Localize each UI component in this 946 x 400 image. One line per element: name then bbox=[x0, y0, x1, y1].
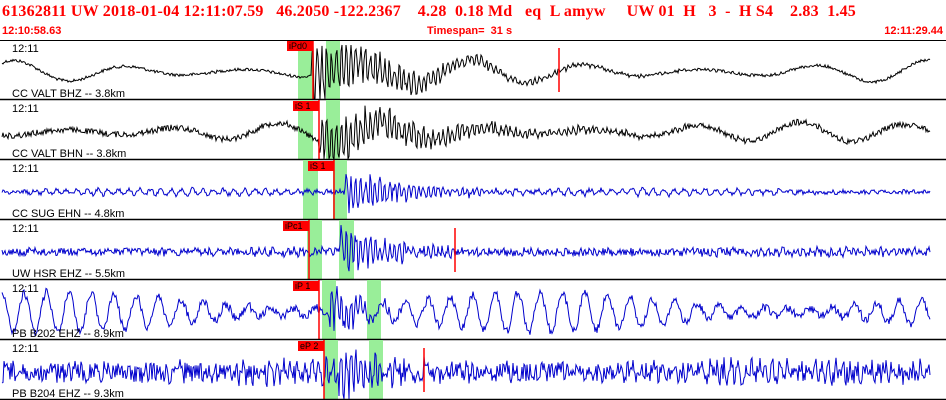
trace-start-time: 12:11 bbox=[12, 223, 39, 235]
pick-label: iS 1 bbox=[295, 101, 311, 111]
pick-flag[interactable] bbox=[283, 221, 309, 231]
pick-label: iPc1 bbox=[285, 221, 303, 231]
waveform-trace bbox=[1, 349, 931, 400]
phase-window-highlight bbox=[298, 40, 313, 100]
station-label: CC SUG EHN -- 4.8km bbox=[12, 208, 124, 220]
station-label: PB B204 EHZ -- 9.3km bbox=[12, 388, 124, 400]
trace-panel[interactable]: iPc1 12:11 UW HSR EHZ -- 5.5km bbox=[0, 220, 946, 281]
event-summary-title: 61362811 UW 2018-01-04 12:11:07.59 46.20… bbox=[2, 3, 856, 20]
station-label: PB B202 EHZ -- 8.9km bbox=[12, 328, 124, 340]
waveform-trace bbox=[1, 44, 931, 100]
trace-start-time: 12:11 bbox=[12, 343, 39, 355]
phase-window-highlight bbox=[322, 280, 336, 340]
station-label: UW HSR EHZ -- 5.5km bbox=[12, 268, 125, 280]
waveform-trace bbox=[1, 286, 931, 337]
waveform-trace bbox=[1, 105, 931, 161]
seismogram-canvas[interactable]: iPd0 12:11 CC VALT BHZ -- 3.8km iS 1 12:11 CC… bbox=[0, 40, 946, 400]
seismogram-panels[interactable]: iPd0 12:11 CC VALT BHZ -- 3.8km iS 1 12:11 CC… bbox=[0, 40, 946, 400]
pick-flag[interactable] bbox=[308, 161, 334, 171]
waveform-trace bbox=[1, 225, 931, 272]
start-time-label: 12:10:58.63 bbox=[2, 25, 62, 37]
phase-window-highlight bbox=[339, 220, 354, 280]
phase-window-highlight bbox=[326, 40, 340, 100]
phase-window-highlight bbox=[367, 280, 381, 340]
trace-panel[interactable]: eP 2 12:11 PB B204 EHZ -- 9.3km bbox=[0, 340, 946, 400]
end-time-label: 12:11:29.44 bbox=[884, 25, 943, 37]
trace-start-time: 12:11 bbox=[12, 163, 39, 175]
station-label: CC VALT BHZ -- 3.8km bbox=[12, 88, 125, 100]
phase-window-highlight bbox=[326, 100, 340, 160]
trace-panel[interactable]: iPd0 12:11 CC VALT BHZ -- 3.8km bbox=[0, 40, 946, 101]
pick-flag[interactable] bbox=[287, 41, 313, 51]
waveform-trace bbox=[1, 174, 931, 214]
event-header: 61362811 UW 2018-01-04 12:11:07.59 46.20… bbox=[0, 0, 946, 40]
pick-label: iS 1 bbox=[310, 161, 326, 171]
timespan-label: Timespan= 31 s bbox=[427, 25, 513, 37]
trace-start-time: 12:11 bbox=[12, 103, 39, 115]
trace-panel[interactable]: iS 1 12:11 CC VALT BHN -- 3.8km bbox=[0, 100, 946, 161]
pick-flag[interactable] bbox=[293, 101, 319, 111]
trace-panel[interactable]: iS 1 12:11 CC SUG EHN -- 4.8km bbox=[0, 160, 946, 221]
pick-label: eP 2 bbox=[300, 341, 318, 351]
pick-flag[interactable] bbox=[293, 281, 319, 291]
pick-flag[interactable] bbox=[298, 341, 324, 351]
pick-label: iPd0 bbox=[289, 41, 307, 51]
phase-window-highlight bbox=[298, 100, 313, 160]
trace-start-time: 12:11 bbox=[12, 283, 39, 295]
phase-window-highlight bbox=[303, 160, 318, 220]
station-label: CC VALT BHN -- 3.8km bbox=[12, 148, 126, 160]
trace-start-time: 12:11 bbox=[12, 43, 39, 55]
phase-window-highlight bbox=[324, 340, 338, 400]
pick-label: iP 1 bbox=[295, 281, 310, 291]
trace-panel[interactable]: iP 1 12:11 PB B202 EHZ -- 8.9km bbox=[0, 280, 946, 341]
